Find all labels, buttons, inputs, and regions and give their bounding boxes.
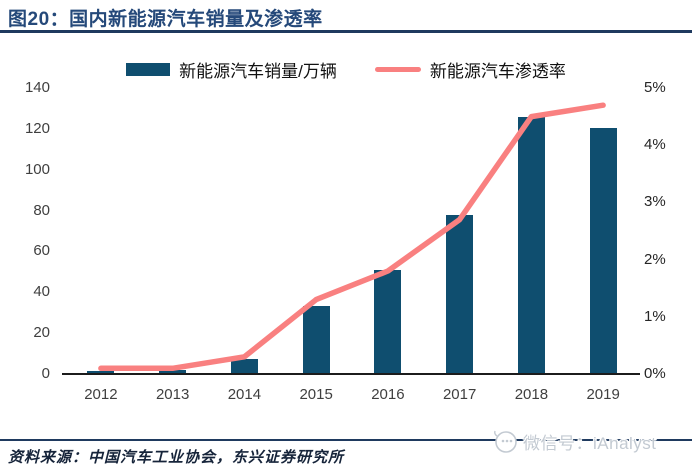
legend-bar-label: 新能源汽车销量/万辆	[179, 61, 337, 81]
title-rule	[0, 30, 692, 33]
bar-2017	[446, 215, 474, 374]
legend-item-sales: 新能源汽车销量/万辆	[126, 57, 337, 82]
wechat-face-icon	[494, 430, 517, 453]
bar-2018	[517, 117, 545, 374]
legend-line-label: 新能源汽车渗透率	[429, 61, 566, 81]
x-label-2015: 2015	[299, 386, 333, 403]
left-tick-140: 140	[24, 79, 50, 96]
x-label-2012: 2012	[84, 386, 118, 403]
right-tick-5%: 5%	[644, 79, 666, 96]
page-title: 图20：国内新能源汽车销量及渗透率	[8, 9, 323, 30]
x-label-2017: 2017	[442, 386, 477, 403]
bar-2014	[230, 358, 258, 374]
left-tick-120: 120	[24, 119, 50, 137]
left-tick-40: 40	[33, 283, 50, 301]
bar-2012	[87, 371, 115, 374]
penetration-line	[98, 102, 606, 372]
watermark: 微信号：iAnalyst	[492, 426, 657, 456]
bar-2015	[302, 306, 330, 374]
x-axis-line	[62, 373, 640, 375]
chart-legend: 新能源汽车销量/万辆 新能源汽车渗透率	[0, 57, 692, 82]
x-axis-labels: 2012 2013 2014 2015 2016 2017 2018 2019	[65, 386, 639, 406]
right-tick-0%: 0%	[644, 365, 666, 382]
left-tick-80: 80	[33, 201, 50, 219]
right-tick-3%: 3%	[644, 193, 666, 211]
left-tick-100: 100	[24, 160, 50, 178]
footer-rule	[0, 439, 692, 441]
bar-2019	[589, 127, 617, 374]
watermark-text: 微信号：iAnalyst	[523, 433, 657, 453]
x-label-2018: 2018	[514, 386, 549, 403]
right-tick-2%: 2%	[644, 250, 666, 268]
left-tick-0: 0	[41, 365, 50, 382]
bar-2013	[159, 370, 187, 374]
legend-bar-swatch	[126, 62, 171, 76]
legend-line-swatch	[374, 66, 421, 72]
legend-item-penetration: 新能源汽车渗透率	[374, 57, 566, 82]
x-label-2019: 2019	[586, 386, 620, 403]
left-tick-60: 60	[33, 242, 50, 260]
x-label-2014: 2014	[227, 386, 262, 403]
plot	[65, 88, 639, 374]
x-label-2016: 2016	[371, 386, 405, 403]
left-axis-ticks: 0 20 40 60 80 100 120 140	[0, 79, 54, 382]
right-tick-1%: 1%	[644, 307, 666, 325]
penetration-line-layer	[98, 102, 606, 372]
right-tick-4%: 4%	[644, 136, 666, 154]
right-axis-ticks: 0% 1% 2% 3% 4% 5%	[644, 79, 692, 382]
left-tick-20: 20	[33, 324, 50, 342]
bar-2016	[374, 270, 402, 374]
x-label-2013: 2013	[155, 386, 190, 403]
source-note: 资料来源：中国汽车工业协会，东兴证券研究所	[8, 450, 345, 466]
